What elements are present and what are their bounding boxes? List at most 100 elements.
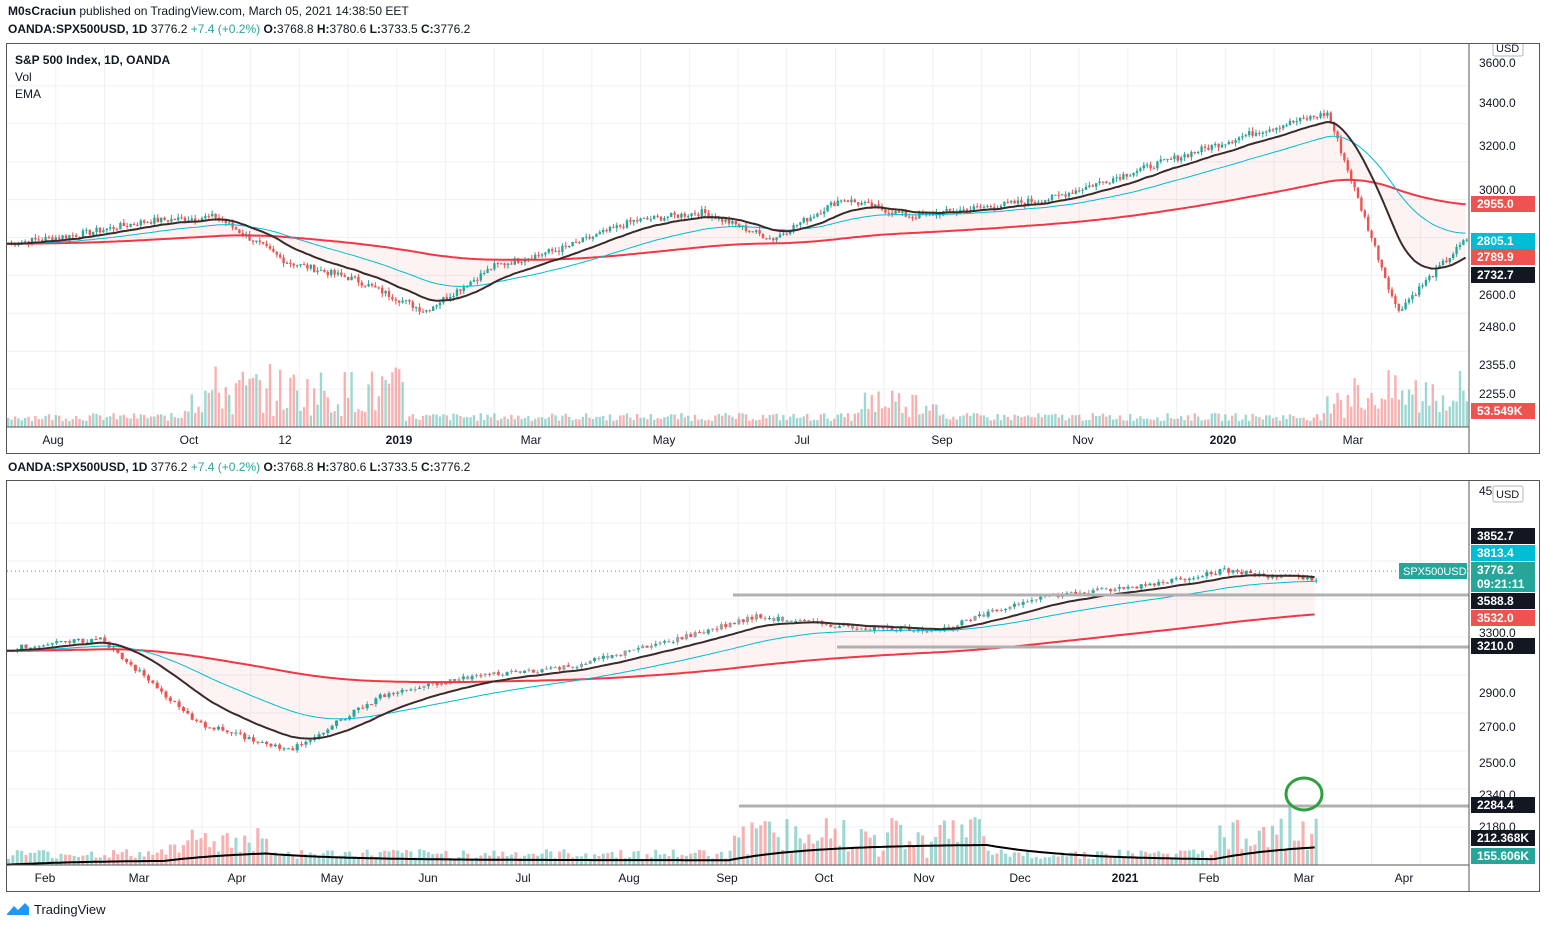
legend-vol[interactable]: Vol: [15, 70, 32, 84]
volume-bar: [160, 849, 164, 865]
candle-body: [857, 202, 860, 205]
candle-body: [571, 666, 575, 668]
volume-bar: [1142, 418, 1145, 427]
candle-body: [1149, 164, 1152, 169]
candle-body: [1377, 245, 1380, 261]
candle-body: [1319, 113, 1322, 118]
author-name[interactable]: M0sCraciun: [8, 4, 77, 18]
volume-bar: [1118, 415, 1122, 427]
volume-bar: [92, 413, 95, 427]
candle-body: [1139, 584, 1143, 589]
volume-bar: [292, 374, 295, 427]
volume-bar: [126, 417, 129, 427]
bottom-chart-panel[interactable]: SPX500USD 4500 3300.0 2900.0 2700.0 2500.0 234…: [6, 480, 1540, 892]
candle-body: [1061, 194, 1064, 196]
candle-body: [768, 238, 771, 240]
candle-body: [181, 707, 185, 711]
candle-body: [544, 252, 547, 255]
volume-bar: [842, 819, 846, 865]
candle-body: [304, 741, 308, 745]
candle-body: [1431, 276, 1434, 278]
volume-bar: [1458, 370, 1462, 427]
volume-bar: [826, 418, 829, 427]
candle-body: [95, 227, 98, 232]
candle-body: [1448, 258, 1451, 263]
volume-bar: [969, 819, 973, 865]
volume-bar: [751, 419, 754, 427]
volume-bar: [1054, 413, 1057, 427]
volume-bar: [1305, 849, 1309, 865]
volume-bar: [95, 413, 98, 427]
candle-body: [1438, 265, 1441, 268]
candle-body: [697, 632, 702, 634]
volume-bar: [591, 419, 595, 427]
volume-bar: [37, 419, 40, 427]
high-value-2: 3780.6: [329, 460, 367, 474]
legend-ema[interactable]: EMA: [15, 87, 42, 101]
volume-bar: [916, 832, 920, 865]
candle-body: [863, 202, 867, 204]
footer-brand[interactable]: TradingView: [6, 901, 106, 917]
candle-body: [1336, 131, 1339, 139]
candle-body: [1210, 145, 1213, 150]
volume-bar: [625, 413, 629, 427]
low-value: 3733.5: [380, 22, 418, 36]
volume-bar: [1113, 856, 1117, 865]
volume-bar: [1356, 384, 1360, 427]
volume-bar: [908, 416, 911, 427]
volume-bar: [251, 377, 255, 427]
candle-body: [982, 614, 986, 617]
volume-bar: [877, 856, 881, 865]
candle-body: [278, 744, 282, 749]
volume-bar: [809, 420, 812, 427]
candle-body: [1050, 194, 1054, 200]
volume-bar: [1249, 845, 1253, 865]
candle-body: [921, 212, 924, 215]
volume-bar: [251, 851, 255, 865]
volume-bar: [153, 416, 156, 427]
volume-bar: [863, 392, 867, 427]
volume-bar: [187, 411, 190, 427]
volume-bar: [308, 852, 312, 865]
candle-body: [404, 689, 409, 691]
volume-bar: [72, 855, 76, 865]
volume-bar: [309, 415, 312, 427]
candle-body: [514, 670, 518, 672]
volume-bar: [901, 412, 904, 427]
candle-body: [636, 220, 639, 222]
candle-body: [775, 237, 778, 241]
bottom-chart-svg[interactable]: SPX500USD45003300.02900.02700.02500.0234…: [7, 481, 1539, 891]
top-chart-svg[interactable]: 3600.0 3400.0 3200.0 3000.0 2600.0 2480.0 2355…: [7, 44, 1539, 453]
candle-body: [993, 207, 996, 209]
volume-bar: [369, 855, 374, 865]
volume-bar: [881, 850, 885, 865]
volume-bar: [177, 417, 180, 427]
volume-bar: [880, 408, 884, 427]
volume-bar: [951, 820, 955, 865]
candle-body: [160, 688, 164, 692]
y-tick-label: 2600.0: [1479, 288, 1516, 302]
candle-body: [666, 216, 669, 218]
candle-body: [772, 238, 775, 241]
volume-bar: [795, 418, 799, 427]
top-chart-panel[interactable]: 3600.0 3400.0 3200.0 3000.0 2600.0 2480.0 2355…: [6, 43, 1540, 454]
volume-bar: [964, 837, 968, 865]
volume-bar: [85, 420, 88, 427]
volume-bar: [1237, 420, 1241, 427]
volume-bar: [119, 415, 122, 427]
candle-body: [558, 667, 562, 670]
candle-body: [534, 254, 537, 260]
candle-body: [291, 748, 295, 751]
candle-body: [75, 235, 78, 237]
volume-bar: [333, 411, 336, 427]
low-value-2: 3733.5: [380, 460, 418, 474]
volume-bar: [1173, 419, 1176, 427]
candle-body: [258, 240, 261, 243]
volume-bar: [295, 858, 299, 865]
candle-body: [564, 245, 567, 247]
volume-bar: [435, 414, 438, 427]
volume-bar: [1004, 853, 1008, 865]
volume-bar: [557, 420, 561, 427]
volume-bar: [476, 420, 479, 427]
legend-title[interactable]: S&P 500 Index, 1D, OANDA: [15, 53, 171, 67]
